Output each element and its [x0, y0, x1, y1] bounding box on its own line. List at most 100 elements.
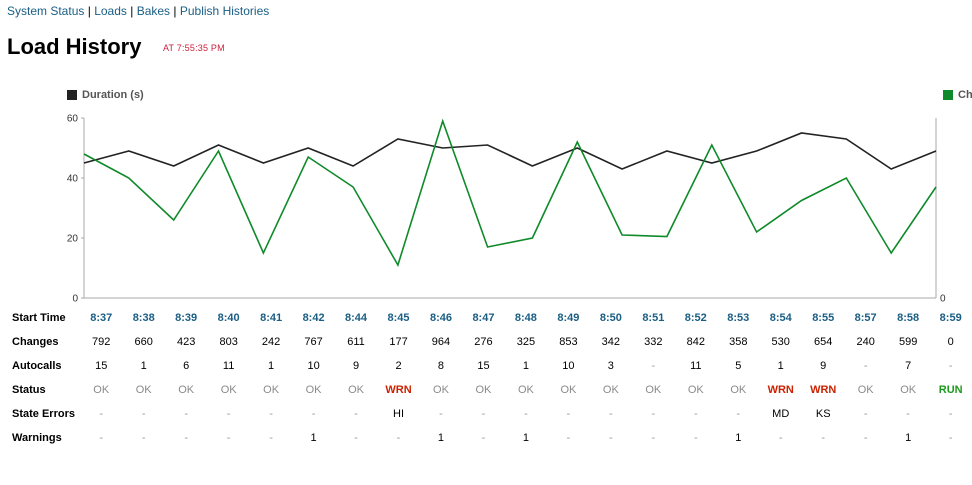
start-time-link[interactable]: 8:49	[557, 312, 580, 324]
table-cell: 6	[183, 360, 190, 372]
table-cell: -	[609, 408, 613, 420]
table-cell: 767	[304, 336, 323, 348]
table-cell: -	[354, 408, 358, 420]
start-time-link[interactable]: 8:52	[684, 312, 707, 324]
start-time-link[interactable]: 8:37	[90, 312, 113, 324]
legend-label-duration: Duration (s)	[82, 89, 144, 101]
status-cell: OK	[900, 384, 917, 396]
row-label: Autocalls	[12, 359, 62, 372]
start-time-link[interactable]: 8:40	[217, 312, 240, 324]
table-cell: 1	[522, 432, 529, 444]
y-left-tick-label: 60	[67, 114, 79, 125]
table-cell: -	[821, 432, 826, 444]
table-cell: 242	[261, 336, 281, 348]
nav-link-loads[interactable]: Loads	[94, 4, 127, 18]
table-cell: 276	[474, 336, 493, 348]
table-cell: 1	[268, 360, 275, 372]
duration-series-line	[83, 132, 937, 170]
nav-link-system-status[interactable]: System Status	[7, 4, 85, 18]
start-time-link[interactable]: 8:58	[897, 312, 920, 324]
table-cell: 1	[437, 432, 445, 444]
status-cell: WRN	[385, 384, 412, 396]
status-cell: OK	[305, 384, 322, 396]
changes-series-line	[83, 118, 937, 267]
table-cell: 8	[437, 360, 445, 372]
table-cell: -	[141, 432, 146, 444]
table-cell: -	[141, 408, 146, 420]
legend-changes[interactable]: Ch	[943, 89, 972, 101]
status-cell: OK	[517, 384, 534, 396]
table-cell: 803	[219, 336, 238, 348]
legend-label-changes: Ch	[958, 89, 972, 101]
start-time-link[interactable]: 8:38	[132, 312, 155, 324]
start-time-link[interactable]: 8:47	[472, 312, 495, 324]
start-time-link[interactable]: 8:57	[854, 312, 877, 324]
table-cell: 7	[905, 360, 912, 372]
table-cell: 1	[522, 360, 529, 372]
start-time-link[interactable]: 8:53	[727, 312, 750, 324]
table-cell: -	[651, 432, 656, 444]
table-cell: 660	[134, 336, 153, 348]
status-cell: OK	[687, 384, 704, 396]
nav-separator: |	[173, 4, 177, 18]
table-cell: 1	[310, 432, 317, 444]
table-cell: 2	[395, 360, 402, 372]
table-cell: 964	[431, 336, 451, 348]
table-cell: -	[354, 432, 358, 444]
start-time-link[interactable]: 8:45	[387, 312, 410, 324]
row-label: Start Time	[12, 311, 66, 324]
table-cell: MD	[772, 408, 790, 420]
row-label: State Errors	[12, 407, 75, 420]
table-cell: -	[948, 360, 953, 372]
table-cell: -	[863, 432, 868, 444]
table-cell: 332	[644, 336, 663, 348]
status-cell: OK	[93, 384, 110, 396]
table-cell: 5	[735, 360, 742, 372]
start-time-link[interactable]: 8:41	[260, 312, 283, 324]
start-time-link[interactable]: 8:42	[302, 312, 325, 324]
table-cell: 177	[389, 336, 408, 348]
table-cell: -	[311, 408, 316, 420]
table-cell: -	[948, 408, 953, 420]
table-cell: -	[481, 432, 486, 444]
start-time-link[interactable]: 8:51	[642, 312, 665, 324]
start-time-link[interactable]: 8:50	[599, 312, 622, 324]
table-cell: -	[269, 432, 273, 444]
table-cell: 358	[729, 336, 748, 348]
start-time-link[interactable]: 8:55	[812, 312, 835, 324]
nav-link-publish-histories[interactable]: Publish Histories	[179, 4, 270, 18]
row-label: Changes	[12, 335, 59, 348]
nav-link-bakes[interactable]: Bakes	[136, 4, 171, 18]
table-cell: 530	[771, 336, 790, 348]
table-cell: HI	[393, 408, 405, 420]
table-cell: 599	[898, 336, 918, 348]
status-cell: OK	[135, 384, 152, 396]
page-title: Load History	[7, 34, 142, 59]
table-cell: -	[269, 408, 273, 420]
table-cell: -	[609, 432, 613, 444]
table-cell: -	[184, 408, 188, 420]
legend-duration[interactable]: Duration (s)	[67, 89, 144, 101]
table-cell: -	[566, 432, 571, 444]
table-cell: -	[693, 408, 698, 420]
table-cell: -	[906, 408, 910, 420]
table-cell: -	[651, 360, 656, 372]
table-cell: -	[778, 432, 783, 444]
start-time-link[interactable]: 8:39	[175, 312, 198, 324]
table-cell: 15	[477, 360, 490, 372]
table-cell: 611	[347, 336, 365, 348]
row-start-time: Start Time 8:37 8:38 8:39 8:40 8:41 8:42 8:44 8:…	[0, 306, 972, 330]
status-cell: WRN	[767, 384, 794, 396]
start-time-link[interactable]: 8:46	[429, 312, 452, 324]
start-time-link[interactable]: 8:59	[939, 312, 962, 324]
row-state-errors: State Errors - - - - - - - HI - - - - - - - - MD KS - - -	[0, 402, 972, 426]
table-cell: -	[651, 408, 656, 420]
start-time-link[interactable]: 8:48	[514, 312, 537, 324]
row-label: Status	[12, 383, 46, 396]
start-time-link[interactable]: 8:44	[345, 312, 368, 324]
status-cell: RUN	[938, 384, 963, 396]
status-cell: OK	[220, 384, 237, 396]
status-cell: OK	[433, 384, 449, 396]
start-time-link[interactable]: 8:54	[769, 312, 792, 324]
y-left-tick-label: 0	[72, 294, 78, 305]
